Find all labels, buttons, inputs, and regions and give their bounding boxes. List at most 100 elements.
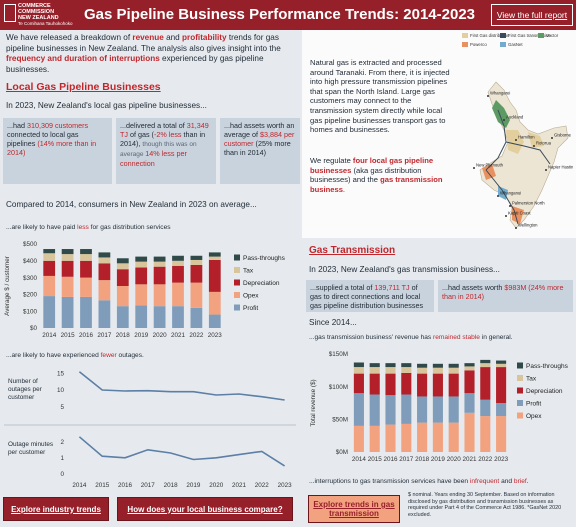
bar-segment (61, 260, 74, 277)
bar-segment (448, 367, 459, 374)
map-place-dot (515, 139, 517, 141)
button[interactable]: Explore industry trends (3, 497, 109, 521)
stat-box: ...had assets worth an average of $3,884… (220, 118, 300, 184)
map-legend-swatch (462, 33, 468, 38)
bar-segment (432, 422, 443, 452)
bar-segment (496, 360, 507, 364)
y-tick-label: $100M (329, 384, 348, 391)
text-run: trends for gas pipeline businesses in Ne… (6, 33, 281, 53)
map-place-dot (497, 195, 499, 197)
map-place-dot (515, 227, 517, 229)
header-bar (0, 0, 576, 30)
text-run: frequency and duration of interruptions (6, 54, 160, 63)
y-tick-label: $400 (23, 258, 38, 265)
map-legend-swatch (462, 42, 468, 47)
logo-line: NEW ZEALAND (18, 15, 59, 21)
map-place-label: Napier Hastings (548, 165, 573, 170)
x-tick-label: 2017 (399, 456, 414, 463)
bar-segment (98, 263, 111, 281)
text-run: revenue (132, 33, 164, 42)
bar-segment (172, 265, 184, 283)
legend-swatch (517, 375, 523, 381)
bar-segment (480, 363, 491, 368)
bar-segment (448, 422, 459, 452)
bar-segment (369, 373, 380, 395)
bar-segment (385, 424, 396, 452)
x-tick-label: 2019 (431, 456, 446, 463)
bar-segment (116, 269, 129, 286)
y-tick-label: $50M (332, 417, 348, 424)
x-tick-label: 2018 (116, 332, 131, 339)
x-tick-label: 2019 (134, 332, 149, 339)
legend-swatch (234, 254, 240, 261)
map-legend-label: Powerco (470, 42, 487, 47)
text-run: gas transmission business (310, 175, 443, 194)
transmission-line (485, 169, 519, 225)
bar-segment (80, 277, 92, 297)
legend-label: Depreciation (526, 388, 563, 395)
y-tick-label: $200 (23, 292, 38, 299)
map-place-label: Wellington (518, 223, 538, 228)
bar-segment (43, 260, 56, 276)
section-lead: In 2023, New Zealand's gas transmission … (309, 265, 500, 274)
text-run: profitability (182, 33, 227, 42)
legend-label: Profit (243, 305, 258, 312)
bar-segment (208, 314, 221, 328)
text-run: ...supplied a total of (310, 283, 375, 292)
bar-segment (208, 291, 221, 315)
logo: COMMERCE COMMISSION NEW ZEALAND Te Comih… (4, 3, 72, 27)
legend-swatch (234, 304, 240, 311)
y-tick-label: $100 (23, 308, 38, 315)
button[interactable]: How does your local business compare? (117, 497, 293, 521)
bar-segment (98, 252, 111, 258)
x-tick-label: 2017 (97, 332, 112, 339)
bar-segment (43, 253, 56, 261)
transmission-about: Natural gas is extracted and processed a… (310, 58, 450, 135)
bar-segment (208, 259, 221, 292)
button[interactable]: Explore trends in gas transmission (308, 495, 400, 523)
y-tick-label: $150M (329, 351, 348, 358)
bar-segment (80, 254, 92, 261)
bar-segment (353, 393, 364, 426)
north-island (479, 81, 569, 229)
bar-segment (448, 373, 459, 397)
chart-caption: ...gas transmission business' revenue ha… (309, 334, 571, 343)
bar-segment (353, 425, 364, 452)
legend-swatch (517, 387, 523, 394)
legend-label: Opex (243, 293, 259, 300)
bar-segment (496, 367, 507, 403)
text-run: ...interruptions to gas transmission ser… (309, 478, 470, 485)
text-run: 14% less per connection (120, 149, 187, 168)
bar-segment (190, 259, 203, 265)
bar-segment (153, 261, 166, 267)
y-tick-label: $0 (30, 325, 38, 332)
x-tick-label: 2020 (447, 456, 462, 463)
bar-segment (43, 296, 56, 328)
text-run: connected to local gas pipelines (7, 130, 79, 148)
bar-segment (496, 416, 507, 452)
map-place-dot (505, 215, 507, 217)
map-legend-label: First Gas distribution (470, 33, 510, 38)
bar-segment (172, 306, 184, 328)
x-tick-label: 2016 (79, 332, 94, 339)
x-tick-label: 2014 (352, 456, 367, 463)
bar-segment (417, 396, 428, 423)
map-legend-label: First Gas transmission (508, 33, 551, 38)
map-place-dot (545, 169, 547, 171)
legend-label: Depreciation (243, 280, 280, 287)
text-run: (aka gas distribution businesses) and th… (310, 165, 422, 185)
legend-swatch (234, 267, 240, 273)
x-tick-label: 2019 (186, 482, 201, 489)
map-legend-swatch (500, 42, 506, 47)
map-place-label: Auckland (506, 115, 524, 120)
legend-swatch (234, 279, 240, 286)
bar-segment (417, 367, 428, 374)
map-place-dot (509, 205, 511, 207)
text-run: . (526, 478, 529, 485)
legend-label: Pass-throughs (243, 255, 286, 262)
bar-segment (61, 296, 74, 328)
report-link[interactable]: View the full report (491, 4, 573, 26)
text-run: -2% less (153, 130, 182, 139)
